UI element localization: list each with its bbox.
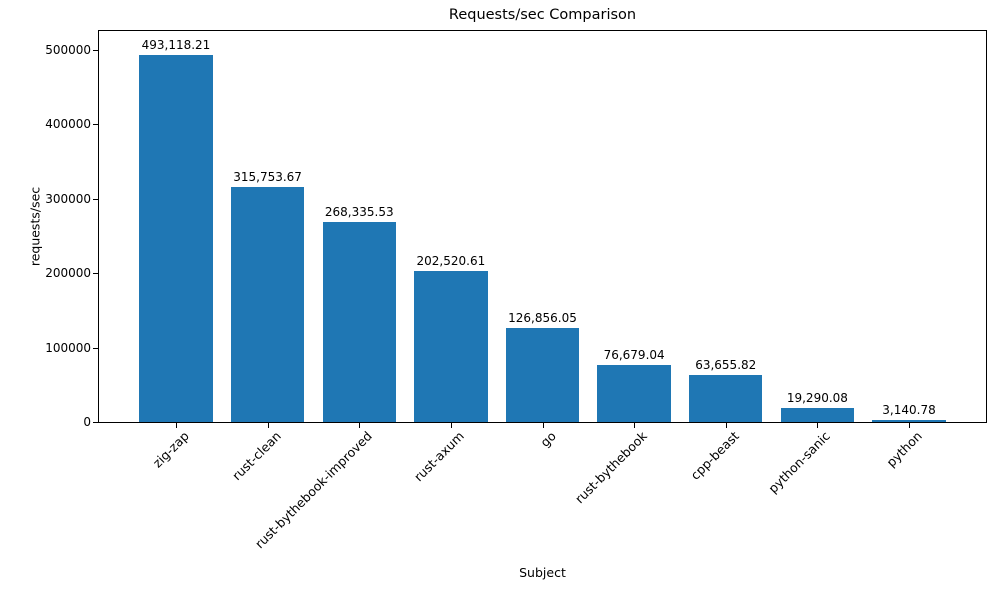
bar-value-label: 268,335.53: [324, 205, 394, 219]
y-tick-mark: [93, 124, 98, 125]
bar-rust-clean: [230, 186, 305, 422]
bar-zig-zap: [139, 54, 213, 422]
y-tick-mark: [93, 199, 98, 200]
x-tick-mark: [817, 423, 818, 428]
bar-value-label: 315,753.67: [233, 170, 302, 184]
x-tick-mark: [359, 423, 360, 428]
bar-rust-axum: [414, 271, 488, 422]
x-tick-mark: [451, 423, 452, 428]
bar-rust-bythebook-improved: [322, 222, 396, 422]
bar-value-label: 202,520.61: [416, 254, 486, 268]
x-tick-mark: [726, 423, 727, 428]
x-axis-label: Subject: [519, 565, 566, 580]
y-tick-label: 200000: [45, 266, 91, 280]
x-tick-mark: [268, 423, 269, 428]
bar-value-label: 3,140.78: [882, 403, 936, 417]
x-tick-mark: [909, 423, 910, 428]
bar-rust-bythebook: [597, 364, 671, 422]
y-tick-label: 0: [83, 415, 91, 429]
bar-python: [872, 419, 946, 422]
y-tick-mark: [93, 422, 98, 423]
chart-title: Requests/sec Comparison: [448, 7, 637, 23]
y-tick-label: 500000: [45, 43, 91, 57]
y-tick-label: 300000: [45, 192, 91, 206]
y-tick-mark: [93, 50, 98, 51]
y-tick-mark: [93, 348, 98, 349]
bar-value-label: 493,118.21: [141, 38, 211, 52]
x-tick-mark: [176, 423, 177, 428]
bar-value-label: 76,679.04: [603, 348, 665, 362]
y-tick-label: 100000: [45, 341, 91, 355]
bar-value-label: 63,655.82: [695, 358, 757, 372]
x-tick-mark: [634, 423, 635, 428]
y-tick-mark: [93, 273, 98, 274]
plot-area: [98, 30, 987, 423]
bar-python-sanic: [780, 407, 855, 422]
y-axis-label: requests/sec: [27, 186, 43, 267]
bar-cpp-beast: [689, 374, 763, 422]
bar-go: [505, 327, 580, 422]
bar-value-label: 19,290.08: [786, 391, 848, 405]
x-tick-mark: [543, 423, 544, 428]
y-tick-label: 400000: [45, 117, 91, 131]
bar-value-label: 126,856.05: [508, 311, 577, 325]
